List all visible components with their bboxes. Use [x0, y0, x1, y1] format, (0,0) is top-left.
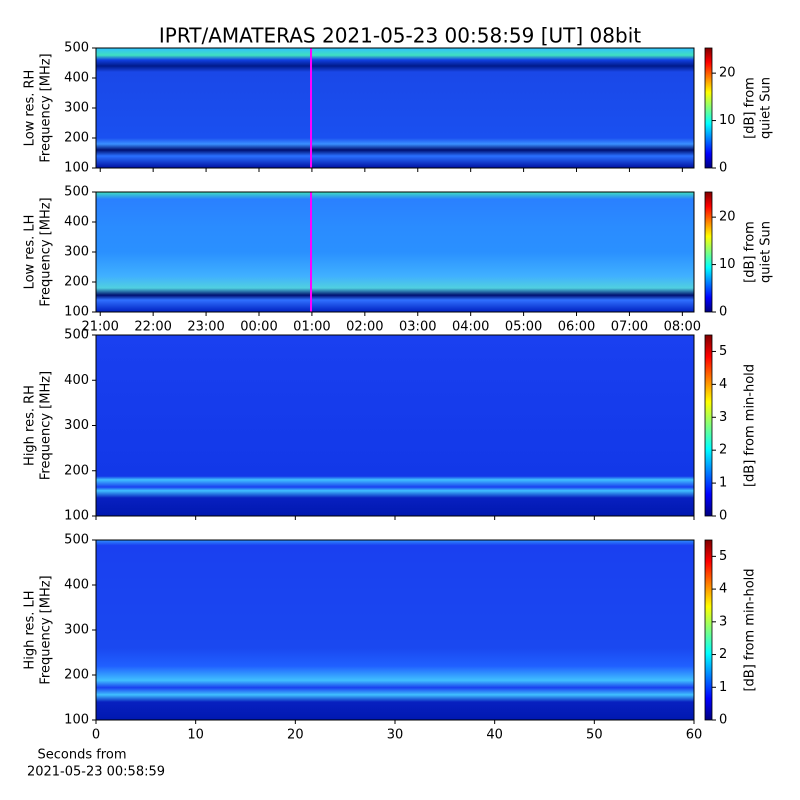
colorbar-tick-label: 5: [719, 344, 727, 359]
y-axis-label: High res. RH: [23, 385, 38, 466]
x-tick-label: 50: [586, 728, 603, 743]
colorbar: [704, 191, 713, 313]
x-tick-label: 04:00: [452, 320, 489, 335]
x-tick-label: 00:00: [240, 320, 277, 335]
y-axis-label: Frequency [MHz]: [39, 371, 54, 480]
colorbar-tick-label: 20: [719, 66, 736, 81]
y-tick-label: 500: [64, 533, 89, 548]
colorbar-tick-label: 4: [719, 377, 727, 392]
colorbar-tick-label: 0: [719, 161, 727, 176]
y-tick-label: 200: [64, 463, 89, 478]
colorbar-tick-label: 0: [719, 305, 727, 320]
colorbar-tick-label: 1: [719, 476, 727, 491]
colorbar-tick-label: 10: [719, 113, 736, 128]
y-axis-label: Frequency [MHz]: [39, 197, 54, 306]
y-axis-label: Low res. LH: [23, 215, 38, 290]
colorbar-label: [dB] from min-hold: [743, 568, 758, 691]
x-tick-label: 0: [92, 728, 100, 743]
x-tick-label: 06:00: [558, 320, 595, 335]
x-tick-label: 05:00: [505, 320, 542, 335]
colorbar-tick-label: 2: [719, 443, 727, 458]
y-tick-label: 400: [64, 373, 89, 388]
colorbar-tick-label: 3: [719, 410, 727, 425]
x-axis-label: Seconds from: [37, 748, 126, 763]
colorbar-tick-label: 2: [719, 647, 727, 662]
colorbar-label: quiet Sun: [759, 221, 774, 283]
y-axis-label: High res. LH: [23, 590, 38, 669]
x-tick-label: 30: [387, 728, 404, 743]
x-tick-label: 22:00: [134, 320, 171, 335]
spectrogram: [96, 192, 694, 312]
x-tick-label: 07:00: [611, 320, 648, 335]
colorbar-tick-label: 10: [719, 257, 736, 272]
x-tick-label: 10: [187, 728, 204, 743]
y-tick-label: 500: [64, 41, 89, 56]
figure-title: IPRT/AMATERAS 2021-05-23 00:58:59 [UT] 0…: [159, 24, 641, 48]
y-axis-label: Frequency [MHz]: [39, 575, 54, 684]
x-tick-label: 21:00: [81, 320, 118, 335]
x-tick-label: 03:00: [399, 320, 436, 335]
x-tick-label: 20: [287, 728, 304, 743]
colorbar-label: [dB] from: [743, 77, 758, 139]
x-tick-label: 60: [686, 728, 703, 743]
y-tick-label: 100: [64, 161, 89, 176]
y-tick-label: 200: [64, 275, 89, 290]
y-tick-label: 500: [64, 328, 89, 343]
y-tick-label: 100: [64, 509, 89, 524]
y-tick-label: 300: [64, 245, 89, 260]
y-tick-label: 300: [64, 623, 89, 638]
y-tick-label: 300: [64, 418, 89, 433]
x-tick-label: 01:00: [293, 320, 330, 335]
x-tick-label: 23:00: [187, 320, 224, 335]
y-tick-label: 200: [64, 668, 89, 683]
y-tick-label: 400: [64, 71, 89, 86]
colorbar-tick-label: 0: [719, 509, 727, 524]
x-tick-label: 08:00: [664, 320, 701, 335]
colorbar: [704, 539, 713, 721]
colorbar-tick-label: 4: [719, 582, 727, 597]
colorbar: [704, 47, 713, 169]
y-axis-label: Low res. RH: [23, 70, 38, 147]
y-tick-label: 400: [64, 215, 89, 230]
spectrogram: [96, 540, 694, 720]
y-tick-label: 100: [64, 305, 89, 320]
spectrogram: [96, 48, 694, 168]
colorbar-tick-label: 0: [719, 713, 727, 728]
y-tick-label: 100: [64, 713, 89, 728]
colorbar-tick-label: 3: [719, 614, 727, 629]
colorbar-tick-label: 5: [719, 549, 727, 564]
colorbar: [704, 334, 713, 517]
x-axis-label: 2021-05-23 00:58:59: [27, 765, 165, 780]
y-axis-label: Frequency [MHz]: [39, 53, 54, 162]
colorbar-tick-label: 20: [719, 210, 736, 225]
x-tick-label: 02:00: [346, 320, 383, 335]
x-tick-label: 40: [486, 728, 503, 743]
spectrogram: [96, 335, 694, 516]
y-tick-label: 400: [64, 578, 89, 593]
colorbar-label: [dB] from min-hold: [743, 364, 758, 487]
y-tick-label: 300: [64, 101, 89, 116]
colorbar-label: quiet Sun: [759, 77, 774, 139]
y-tick-label: 200: [64, 131, 89, 146]
colorbar-tick-label: 1: [719, 680, 727, 695]
colorbar-label: [dB] from: [743, 221, 758, 283]
y-tick-label: 500: [64, 185, 89, 200]
